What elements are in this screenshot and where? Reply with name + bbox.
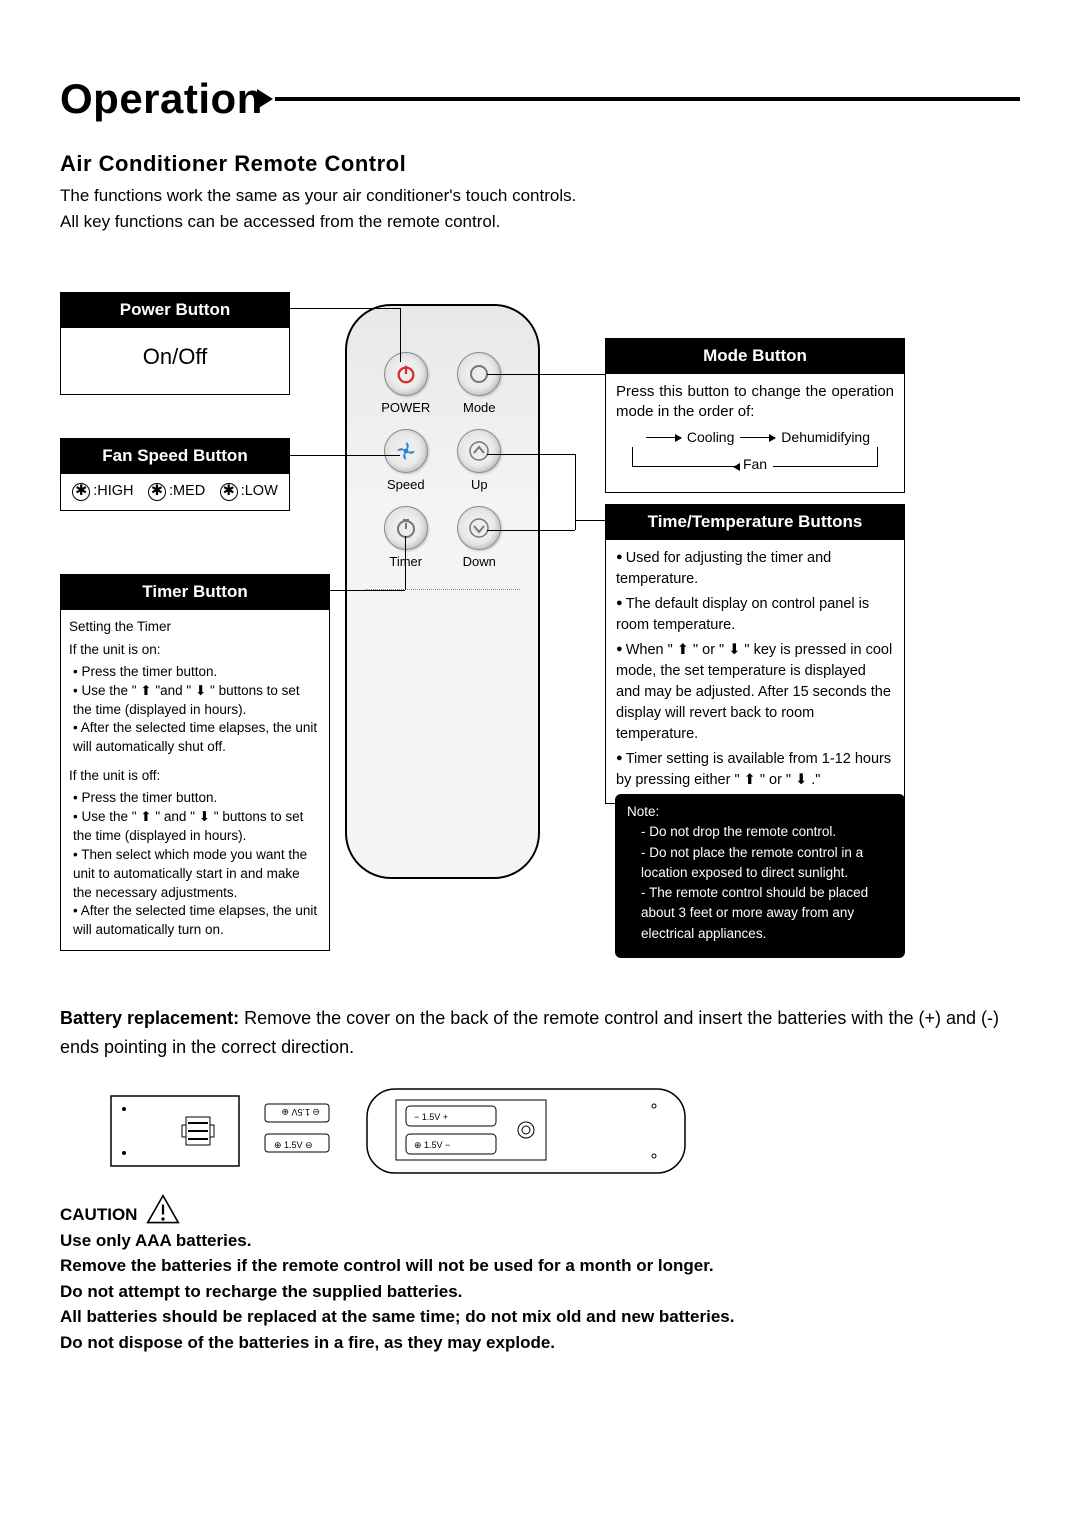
fanspeed-med: :MED: [169, 482, 205, 502]
caution-line: Use only AAA batteries.: [60, 1228, 1020, 1254]
caution-line: All batteries should be replaced at the …: [60, 1304, 1020, 1330]
connector: [575, 454, 576, 520]
mode-fan: Fan: [737, 455, 773, 474]
timer-box-body: Setting the Timer If the unit is on: Pre…: [61, 610, 329, 950]
connector: [487, 530, 575, 531]
timetemp-box-title: Time/Temperature Buttons: [606, 505, 904, 540]
connector: [575, 520, 576, 530]
fanspeed-high: :HIGH: [93, 482, 133, 502]
timer-off-step: Press the timer button.: [73, 789, 321, 808]
connector: [400, 308, 401, 362]
connector: [330, 590, 405, 591]
svg-text:− 1.5V +: − 1.5V +: [414, 1112, 448, 1122]
note-item: The remote control should be placed abou…: [641, 883, 893, 944]
mode-dehum: Dehumidifying: [781, 428, 870, 447]
page-title: Operation: [60, 75, 263, 123]
connector: [487, 374, 605, 375]
subheading: Air Conditioner Remote Control: [60, 151, 1020, 177]
fanspeed-box: Fan Speed Button ✱:HIGH ✱:MED ✱:LOW: [60, 438, 290, 511]
connector: [487, 454, 575, 455]
svg-text:⊕ 1.5V ⊖: ⊕ 1.5V ⊖: [274, 1140, 313, 1150]
timer-on-step: After the selected time elapses, the uni…: [73, 719, 321, 757]
down-button: Down: [443, 506, 517, 569]
timer-off-step: Then select which mode you want the unit…: [73, 846, 321, 903]
connector: [290, 455, 400, 456]
intro-line-1: All key functions can be accessed from t…: [60, 209, 1020, 235]
timer-on-heading: If the unit is on:: [69, 641, 321, 660]
power-box-title: Power Button: [61, 293, 289, 328]
intro-line-0: The functions work the same as your air …: [60, 183, 1020, 209]
remote-control: POWERModeSpeedUpTimerDown: [345, 304, 540, 879]
batteries-icon: ⊖ 1.5V ⊕ ⊕ 1.5V ⊖: [264, 1101, 342, 1161]
down-button-label: Down: [463, 554, 496, 569]
speed-button: Speed: [369, 429, 443, 492]
speed-button-label: Speed: [387, 477, 425, 492]
mode-button: Mode: [443, 352, 517, 415]
battery-cover-icon: [110, 1095, 240, 1167]
mode-cooling: Cooling: [687, 428, 734, 447]
caution-row: CAUTION: [60, 1192, 1020, 1228]
timer-box: Timer Button Setting the Timer If the un…: [60, 574, 330, 951]
timer-on-step: Use the " ⬆ "and " ⬇ " buttons to set th…: [73, 682, 321, 720]
caution-line: Do not attempt to recharge the supplied …: [60, 1279, 1020, 1305]
svg-text:⊕ 1.5V −: ⊕ 1.5V −: [414, 1140, 450, 1150]
timetemp-box: Time/Temperature Buttons Used for adjust…: [605, 504, 905, 804]
connector: [290, 308, 400, 309]
caution-icon: [145, 1192, 181, 1228]
up-button-circle: [457, 429, 501, 473]
mode-sequence: Cooling Dehumidifying Fan: [624, 428, 886, 484]
fanspeed-box-title: Fan Speed Button: [61, 439, 289, 474]
fan-icon: ✱: [148, 483, 166, 501]
timer-off-step: Use the " ⬆ " and " ⬇ " buttons to set t…: [73, 808, 321, 846]
timer-box-title: Timer Button: [61, 575, 329, 610]
connector: [405, 536, 406, 590]
mode-box: Mode Button Press this button to change …: [605, 338, 905, 493]
up-button-label: Up: [471, 477, 488, 492]
intro-text: The functions work the same as your air …: [60, 183, 1020, 234]
power-box: Power Button On/Off: [60, 292, 290, 395]
remote-diagram: Power Button On/Off Fan Speed Button ✱:H…: [60, 274, 1020, 954]
mode-lead: Press this button to change the operatio…: [616, 382, 894, 423]
note-heading: Note:: [627, 802, 893, 822]
timer-on-step: Press the timer button.: [73, 663, 321, 682]
caution-line: Remove the batteries if the remote contr…: [60, 1253, 1020, 1279]
up-button: Up: [443, 429, 517, 492]
timetemp-item: The default display on control panel is …: [616, 594, 894, 636]
speed-button-circle: [384, 429, 428, 473]
battery-block: Battery replacement: Remove the cover on…: [60, 1004, 1020, 1355]
caution-lines: Use only AAA batteries. Remove the batte…: [60, 1228, 1020, 1356]
mode-button-label: Mode: [463, 400, 496, 415]
title-row: Operation: [60, 75, 1020, 123]
power-button: POWER: [369, 352, 443, 415]
power-box-body: On/Off: [61, 328, 289, 394]
power-button-circle: [384, 352, 428, 396]
fan-icon: ✱: [220, 483, 238, 501]
fanspeed-box-body: ✱:HIGH ✱:MED ✱:LOW: [61, 474, 289, 510]
battery-compartment-icon: − 1.5V + ⊕ 1.5V −: [366, 1088, 686, 1174]
timetemp-item: When " ⬆ " or " ⬇ " key is pressed in co…: [616, 640, 894, 745]
fan-icon: ✱: [72, 483, 90, 501]
timetemp-item: Timer setting is available from 1-12 hou…: [616, 749, 894, 791]
battery-lead: Battery replacement:: [60, 1008, 239, 1028]
timetemp-item: Used for adjusting the timer and tempera…: [616, 548, 894, 590]
timer-off-step: After the selected time elapses, the uni…: [73, 902, 321, 940]
note-item: Do not drop the remote control.: [641, 822, 893, 842]
fanspeed-low: :LOW: [241, 482, 278, 502]
caution-line: Do not dispose of the batteries in a fir…: [60, 1330, 1020, 1356]
timer-setting-heading: Setting the Timer: [69, 618, 321, 637]
battery-diagrams: ⊖ 1.5V ⊕ ⊕ 1.5V ⊖ − 1.5V + ⊕ 1.5V −: [110, 1088, 1020, 1174]
title-rule: [275, 97, 1020, 101]
timer-off-heading: If the unit is off:: [69, 767, 321, 786]
svg-text:⊖ 1.5V ⊕: ⊖ 1.5V ⊕: [281, 1107, 320, 1117]
power-button-label: POWER: [381, 400, 430, 415]
mode-box-title: Mode Button: [606, 339, 904, 374]
down-button-circle: [457, 506, 501, 550]
note-box: Note: Do not drop the remote control. Do…: [615, 794, 905, 958]
timetemp-box-body: Used for adjusting the timer and tempera…: [606, 540, 904, 803]
connector: [575, 520, 605, 521]
note-item: Do not place the remote control in a loc…: [641, 843, 893, 884]
mode-box-body: Press this button to change the operatio…: [606, 374, 904, 493]
caution-heading: CAUTION: [60, 1202, 137, 1228]
